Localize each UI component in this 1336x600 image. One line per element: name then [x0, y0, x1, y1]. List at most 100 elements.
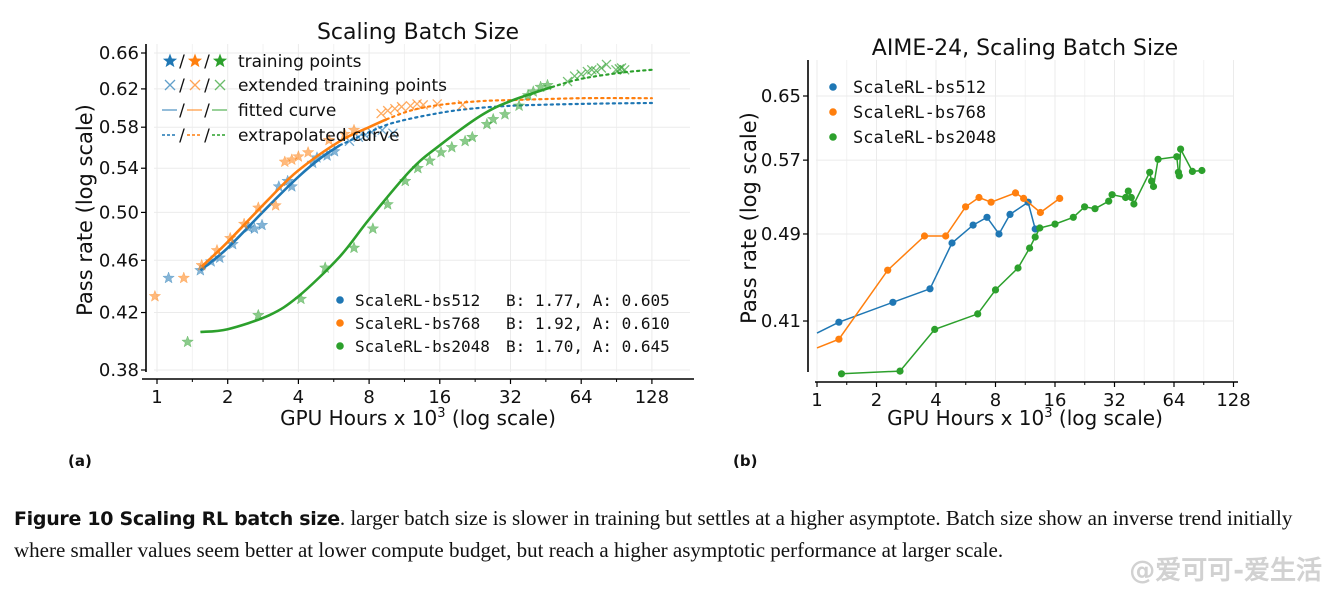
data-point: [975, 193, 983, 202]
x-tick-label: 128: [1216, 390, 1250, 411]
data-point: [942, 232, 950, 240]
extended-training-point: [616, 63, 627, 73]
extended-training-point: [601, 59, 612, 70]
x-axis-label-suffix: (log scale): [1053, 406, 1163, 430]
series-ScaleRL-bs2048: [181, 59, 653, 348]
data-point: [1146, 168, 1154, 176]
legend-separator: /: [204, 101, 210, 121]
series-ScaleRL-bs2048: [837, 145, 1206, 378]
y-tick-label: 0.57: [761, 150, 801, 171]
extended-training-point: [596, 63, 607, 73]
y-axis-label: Pass rate (log scale): [737, 112, 761, 324]
series-line: [816, 200, 1036, 334]
data-point: [1051, 220, 1059, 228]
data-point: [835, 318, 843, 326]
data-point: [884, 266, 892, 274]
x-tick-label: 64: [570, 387, 593, 408]
data-point: [1130, 200, 1138, 208]
data-point: [1036, 208, 1044, 217]
training-point: [251, 201, 265, 214]
extrapolated-curve: [385, 96, 653, 121]
extended-training-point: [591, 65, 601, 76]
data-point: [926, 285, 934, 293]
y-axis-label: Pass rate (log scale): [73, 104, 97, 316]
x-axis-label-main: GPU Hours x 10: [280, 406, 437, 430]
caption-body: . larger batch size is slower in trainin…: [14, 506, 1293, 562]
legend-label: extrapolated curve: [238, 126, 400, 146]
x-axis-label-main: GPU Hours x 10: [887, 406, 1044, 430]
chart-title: AIME-24, Scaling Batch Size: [872, 36, 1178, 61]
legend-label: extended training points: [238, 76, 447, 96]
x-tick-label: 128: [635, 387, 669, 408]
x-tick-label: 32: [1103, 390, 1126, 411]
x-tick-label: 1: [151, 387, 162, 408]
y-tick-label: 0.54: [99, 158, 139, 179]
extended-training-point: [387, 128, 398, 139]
training-point: [223, 231, 237, 244]
training-point: [210, 243, 224, 256]
data-point: [1127, 193, 1135, 202]
data-point: [1149, 182, 1158, 191]
training-point: [347, 241, 361, 254]
legend-series-name: ScaleRL-bs512: [355, 291, 480, 310]
training-point: [162, 271, 175, 284]
data-point: [920, 232, 929, 240]
data-point: [962, 203, 970, 211]
data-point: [1081, 203, 1089, 211]
x-tick-label: 1: [811, 390, 822, 411]
legend-star-icon: [212, 53, 228, 68]
training-point: [445, 140, 459, 153]
series-ScaleRL-bs512: [816, 198, 1039, 334]
x-axis-label: GPU Hours x 103 (log scale): [887, 406, 1163, 430]
legend-separator: /: [204, 76, 210, 96]
x-tick-label: 8: [990, 390, 1001, 411]
figure-caption: Figure 10 Scaling RL batch size. larger …: [14, 503, 1326, 566]
data-point: [835, 335, 843, 343]
training-point: [278, 155, 292, 168]
x-tick-label: 2: [222, 387, 233, 408]
data-point: [1011, 189, 1020, 197]
legend-label: ScaleRL-bs512: [853, 78, 986, 98]
data-point: [1188, 167, 1196, 175]
training-point: [434, 145, 448, 158]
y-tick-label: 0.41: [761, 311, 801, 332]
data-point: [931, 325, 939, 333]
training-point: [512, 99, 526, 112]
extended-training-point: [611, 64, 621, 75]
data-point: [1122, 193, 1130, 202]
chart-b: 1 2 4 8 16 32 64 128 0.41 0.49 0.57 0.65 AIME-24, Sc…: [737, 36, 1251, 430]
legend-star-icon: [187, 53, 203, 68]
training-point: [541, 78, 554, 91]
training-point: [498, 107, 512, 120]
training-point: [338, 127, 352, 140]
data-point: [983, 213, 991, 221]
training-point: [195, 258, 209, 271]
x-axis-label-exponent: 3: [437, 406, 445, 421]
data-point: [1091, 205, 1099, 213]
x-tick-label: 4: [293, 387, 304, 408]
legend-x-icon: [214, 79, 226, 91]
x-tick-label: 2: [871, 390, 882, 411]
legend-series-name: ScaleRL-bs768: [355, 314, 480, 333]
data-point: [889, 298, 897, 306]
y-tick-label: 0.42: [99, 303, 139, 324]
extrapolated-curve: [550, 68, 653, 89]
legend-x-icon: [164, 79, 176, 91]
legend-series-params: B: 1.92, A: 0.610: [506, 314, 670, 333]
data-point: [1154, 155, 1162, 163]
legend-row: / / extrapolated curve: [162, 126, 400, 146]
extended-training-point: [377, 125, 388, 136]
data-point: [991, 286, 1000, 294]
legend-separator: /: [204, 126, 210, 146]
training-point: [269, 198, 282, 211]
training-point: [322, 133, 336, 146]
data-point: [974, 310, 982, 318]
x-tick-label: 64: [1163, 390, 1186, 411]
training-point: [301, 145, 315, 158]
legend-label: ScaleRL-bs2048: [853, 128, 996, 148]
training-point: [181, 335, 194, 348]
training-point: [255, 218, 269, 231]
y-tick-label: 0.38: [99, 360, 139, 381]
legend-dot-icon: [829, 83, 837, 91]
training-point: [398, 174, 412, 187]
